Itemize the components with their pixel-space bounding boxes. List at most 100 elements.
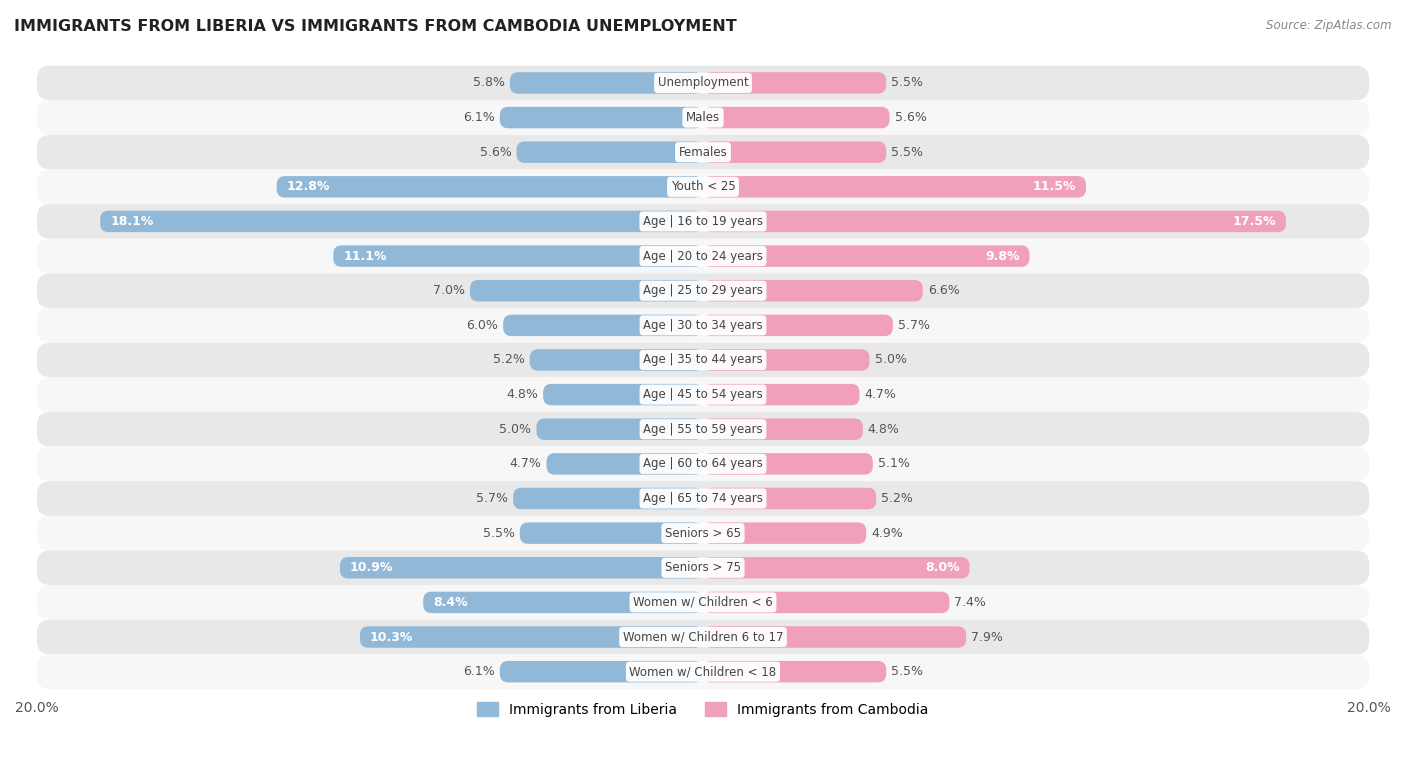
FancyBboxPatch shape bbox=[703, 453, 873, 475]
Text: 5.0%: 5.0% bbox=[875, 354, 907, 366]
FancyBboxPatch shape bbox=[37, 238, 1369, 273]
Text: Youth < 25: Youth < 25 bbox=[671, 180, 735, 193]
Text: Age | 65 to 74 years: Age | 65 to 74 years bbox=[643, 492, 763, 505]
FancyBboxPatch shape bbox=[703, 419, 863, 440]
Text: Age | 45 to 54 years: Age | 45 to 54 years bbox=[643, 388, 763, 401]
Text: Age | 55 to 59 years: Age | 55 to 59 years bbox=[643, 422, 763, 436]
FancyBboxPatch shape bbox=[37, 550, 1369, 585]
FancyBboxPatch shape bbox=[703, 72, 886, 94]
FancyBboxPatch shape bbox=[503, 315, 703, 336]
Text: Women w/ Children < 6: Women w/ Children < 6 bbox=[633, 596, 773, 609]
FancyBboxPatch shape bbox=[703, 107, 890, 128]
Text: 7.0%: 7.0% bbox=[433, 284, 465, 298]
FancyBboxPatch shape bbox=[703, 210, 1286, 232]
Text: Seniors > 75: Seniors > 75 bbox=[665, 561, 741, 575]
FancyBboxPatch shape bbox=[470, 280, 703, 301]
FancyBboxPatch shape bbox=[530, 349, 703, 371]
FancyBboxPatch shape bbox=[37, 100, 1369, 135]
Text: 5.7%: 5.7% bbox=[898, 319, 929, 332]
Text: 5.6%: 5.6% bbox=[894, 111, 927, 124]
FancyBboxPatch shape bbox=[37, 204, 1369, 238]
FancyBboxPatch shape bbox=[703, 349, 869, 371]
Text: Age | 20 to 24 years: Age | 20 to 24 years bbox=[643, 250, 763, 263]
FancyBboxPatch shape bbox=[547, 453, 703, 475]
FancyBboxPatch shape bbox=[37, 170, 1369, 204]
FancyBboxPatch shape bbox=[37, 377, 1369, 412]
FancyBboxPatch shape bbox=[100, 210, 703, 232]
Text: 4.7%: 4.7% bbox=[865, 388, 897, 401]
FancyBboxPatch shape bbox=[703, 626, 966, 648]
Text: 5.6%: 5.6% bbox=[479, 145, 512, 159]
FancyBboxPatch shape bbox=[37, 273, 1369, 308]
Text: 4.9%: 4.9% bbox=[872, 527, 903, 540]
Text: 10.3%: 10.3% bbox=[370, 631, 413, 643]
Text: Unemployment: Unemployment bbox=[658, 76, 748, 89]
Text: 4.8%: 4.8% bbox=[868, 422, 900, 436]
FancyBboxPatch shape bbox=[333, 245, 703, 266]
Text: 6.0%: 6.0% bbox=[467, 319, 498, 332]
Text: 5.7%: 5.7% bbox=[477, 492, 508, 505]
Text: 6.1%: 6.1% bbox=[463, 665, 495, 678]
Text: 5.5%: 5.5% bbox=[482, 527, 515, 540]
Text: 7.9%: 7.9% bbox=[972, 631, 1002, 643]
Text: 18.1%: 18.1% bbox=[110, 215, 153, 228]
Text: Age | 30 to 34 years: Age | 30 to 34 years bbox=[643, 319, 763, 332]
Text: Source: ZipAtlas.com: Source: ZipAtlas.com bbox=[1267, 19, 1392, 32]
Text: 5.5%: 5.5% bbox=[891, 76, 924, 89]
Legend: Immigrants from Liberia, Immigrants from Cambodia: Immigrants from Liberia, Immigrants from… bbox=[472, 696, 934, 722]
FancyBboxPatch shape bbox=[37, 516, 1369, 550]
Text: Age | 25 to 29 years: Age | 25 to 29 years bbox=[643, 284, 763, 298]
FancyBboxPatch shape bbox=[703, 280, 922, 301]
Text: Women w/ Children < 18: Women w/ Children < 18 bbox=[630, 665, 776, 678]
Text: Women w/ Children 6 to 17: Women w/ Children 6 to 17 bbox=[623, 631, 783, 643]
Text: 12.8%: 12.8% bbox=[287, 180, 330, 193]
Text: 7.4%: 7.4% bbox=[955, 596, 987, 609]
Text: 5.2%: 5.2% bbox=[494, 354, 524, 366]
FancyBboxPatch shape bbox=[37, 412, 1369, 447]
Text: 4.8%: 4.8% bbox=[506, 388, 538, 401]
Text: Age | 16 to 19 years: Age | 16 to 19 years bbox=[643, 215, 763, 228]
Text: 6.6%: 6.6% bbox=[928, 284, 959, 298]
Text: 5.5%: 5.5% bbox=[891, 665, 924, 678]
FancyBboxPatch shape bbox=[703, 522, 866, 544]
Text: Seniors > 65: Seniors > 65 bbox=[665, 527, 741, 540]
Text: 8.4%: 8.4% bbox=[433, 596, 468, 609]
Text: 5.2%: 5.2% bbox=[882, 492, 912, 505]
FancyBboxPatch shape bbox=[37, 135, 1369, 170]
FancyBboxPatch shape bbox=[340, 557, 703, 578]
Text: 4.7%: 4.7% bbox=[509, 457, 541, 470]
Text: 8.0%: 8.0% bbox=[925, 561, 959, 575]
Text: Age | 60 to 64 years: Age | 60 to 64 years bbox=[643, 457, 763, 470]
FancyBboxPatch shape bbox=[37, 447, 1369, 481]
FancyBboxPatch shape bbox=[520, 522, 703, 544]
FancyBboxPatch shape bbox=[423, 592, 703, 613]
FancyBboxPatch shape bbox=[543, 384, 703, 405]
Text: Males: Males bbox=[686, 111, 720, 124]
Text: 17.5%: 17.5% bbox=[1233, 215, 1275, 228]
Text: IMMIGRANTS FROM LIBERIA VS IMMIGRANTS FROM CAMBODIA UNEMPLOYMENT: IMMIGRANTS FROM LIBERIA VS IMMIGRANTS FR… bbox=[14, 19, 737, 34]
Text: 10.9%: 10.9% bbox=[350, 561, 394, 575]
FancyBboxPatch shape bbox=[516, 142, 703, 163]
Text: 9.8%: 9.8% bbox=[986, 250, 1019, 263]
FancyBboxPatch shape bbox=[703, 488, 876, 509]
FancyBboxPatch shape bbox=[703, 592, 949, 613]
Text: 11.5%: 11.5% bbox=[1032, 180, 1076, 193]
FancyBboxPatch shape bbox=[499, 107, 703, 128]
Text: 5.8%: 5.8% bbox=[472, 76, 505, 89]
FancyBboxPatch shape bbox=[510, 72, 703, 94]
FancyBboxPatch shape bbox=[537, 419, 703, 440]
FancyBboxPatch shape bbox=[37, 620, 1369, 654]
FancyBboxPatch shape bbox=[703, 384, 859, 405]
Text: 5.1%: 5.1% bbox=[877, 457, 910, 470]
FancyBboxPatch shape bbox=[513, 488, 703, 509]
FancyBboxPatch shape bbox=[37, 343, 1369, 377]
FancyBboxPatch shape bbox=[37, 585, 1369, 620]
FancyBboxPatch shape bbox=[37, 66, 1369, 100]
FancyBboxPatch shape bbox=[703, 315, 893, 336]
FancyBboxPatch shape bbox=[703, 176, 1085, 198]
FancyBboxPatch shape bbox=[703, 557, 970, 578]
Text: Age | 35 to 44 years: Age | 35 to 44 years bbox=[643, 354, 763, 366]
Text: 11.1%: 11.1% bbox=[343, 250, 387, 263]
FancyBboxPatch shape bbox=[37, 654, 1369, 689]
FancyBboxPatch shape bbox=[277, 176, 703, 198]
